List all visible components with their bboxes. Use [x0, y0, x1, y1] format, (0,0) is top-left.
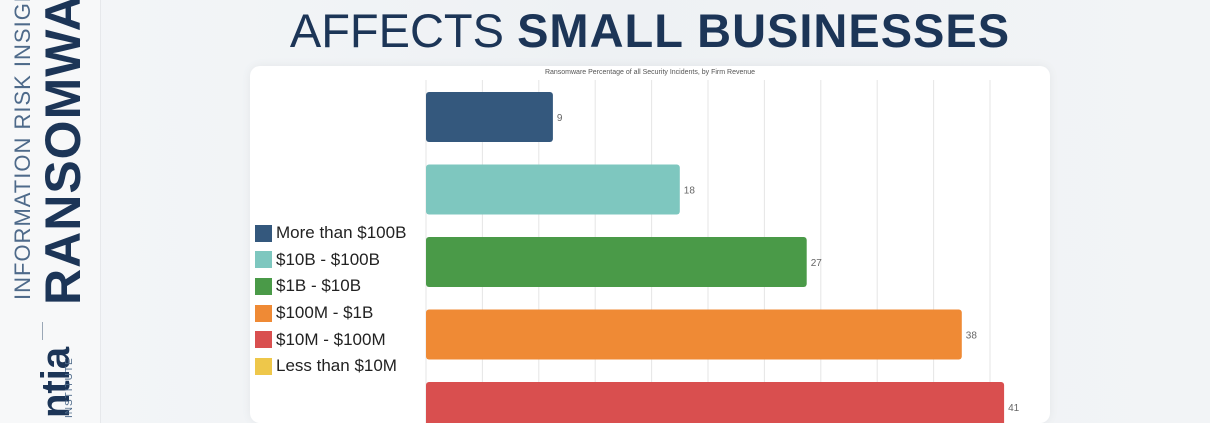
legend-swatch [255, 357, 272, 375]
bar-3 [426, 309, 962, 360]
bar-value-label: 27 [811, 258, 823, 269]
legend-item: $100M - $1B [255, 300, 406, 327]
legend-item: Less than $10M [255, 353, 406, 380]
bar-value-label: 9 [557, 113, 563, 124]
bar-value-label: 41 [1008, 403, 1020, 414]
legend-label: $1B - $10B [276, 276, 362, 296]
legend-swatch [255, 251, 272, 269]
bar-2 [426, 237, 807, 287]
headline-bold: SMALL BUSINESSES [517, 4, 1011, 57]
side-divider [42, 322, 43, 340]
legend-item: $1B - $10B [255, 273, 406, 300]
chart-legend: More than $100B $10B - $100B $1B - $10B $10… [255, 220, 406, 380]
legend-swatch [255, 304, 272, 322]
bar-4 [426, 382, 1005, 423]
page-headline: AFFECTS SMALL BUSINESSES [270, 4, 1030, 58]
bar-value-label: 18 [684, 186, 696, 197]
legend-swatch [255, 331, 272, 349]
legend-label: Less than $10M [276, 356, 397, 376]
legend-item: $10M - $100M [255, 326, 406, 353]
bar-chart: 9 18 27 38 41 [425, 80, 1020, 423]
bar-value-label: 38 [966, 331, 978, 342]
chart-title: Ransomware Percentage of all Security In… [544, 69, 756, 76]
legend-label: $10M - $100M [276, 329, 386, 349]
legend-label: More than $100B [276, 223, 407, 243]
side-heading: RANSOMWA [35, 0, 91, 305]
headline-regular: AFFECTS [289, 4, 518, 57]
side-panel [0, 0, 101, 423]
bar-0 [426, 92, 553, 142]
brand-subtitle: INSTITUTE [64, 357, 75, 418]
bar-1 [426, 164, 680, 215]
legend-swatch [255, 224, 272, 242]
legend-item: More than $100B [255, 220, 406, 247]
legend-swatch [255, 277, 272, 295]
legend-item: $10B - $100B [255, 247, 406, 274]
side-title: INFORMATION RISK INSIGHTS [10, 0, 35, 300]
legend-label: $10B - $100B [276, 249, 380, 269]
legend-label: $100M - $1B [276, 303, 374, 323]
